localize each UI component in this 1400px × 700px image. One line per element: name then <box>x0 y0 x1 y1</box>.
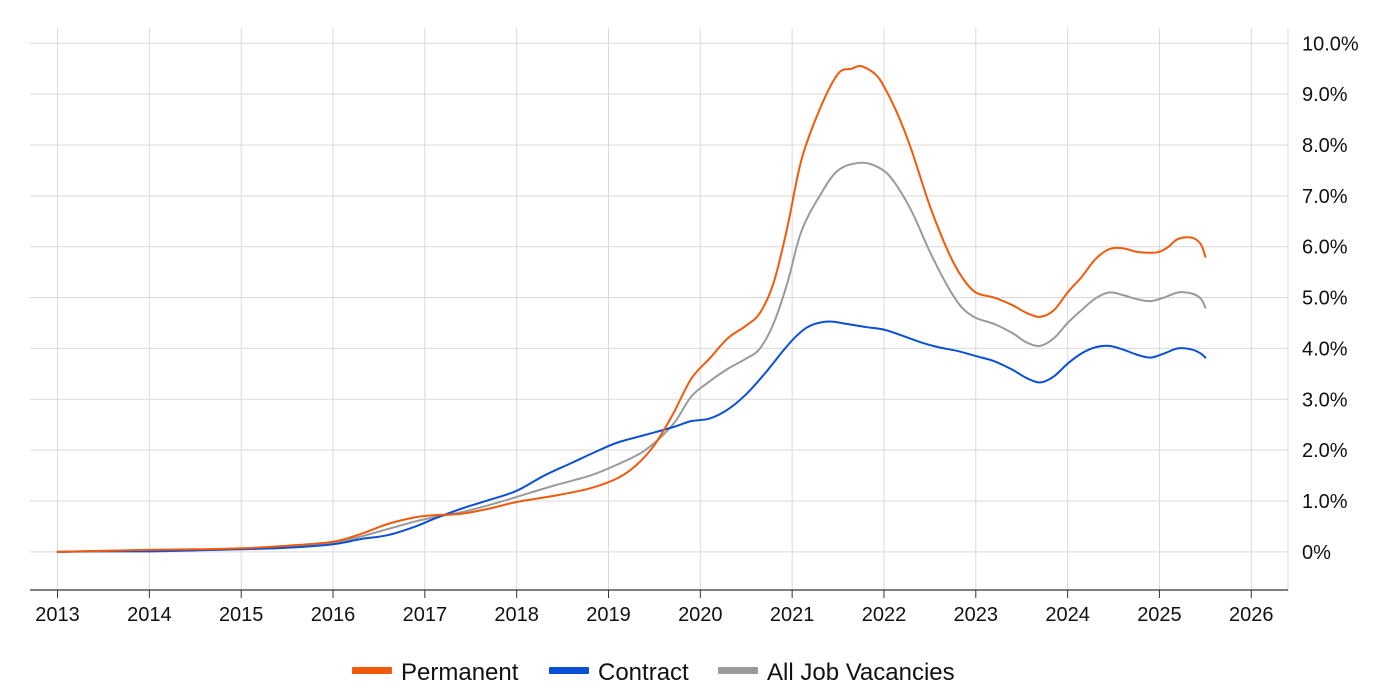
x-tick-label: 2024 <box>1045 604 1090 626</box>
grid-layer <box>30 28 1289 590</box>
x-tick-label: 2013 <box>35 604 80 626</box>
legend-swatch <box>718 667 758 674</box>
y-tick-label: 2.0% <box>1302 440 1348 462</box>
x-tick-label: 2018 <box>494 604 539 626</box>
series-line-all-job-vacancies <box>56 161 1207 553</box>
legend-item-contract[interactable]: Contract <box>549 659 689 686</box>
legend-swatch <box>549 667 589 674</box>
x-tick-label: 2020 <box>678 604 723 626</box>
y-tick-label: 8.0% <box>1302 135 1348 157</box>
x-tick-label: 2023 <box>954 604 999 626</box>
y-tick-label: 1.0% <box>1302 491 1348 513</box>
x-tick-label: 2014 <box>127 604 172 626</box>
y-tick-label: 0% <box>1302 542 1331 564</box>
y-tick-label: 7.0% <box>1302 186 1348 208</box>
x-tick-label: 2015 <box>219 604 264 626</box>
series-line-permanent <box>56 64 1207 553</box>
x-tick-label: 2022 <box>862 604 907 626</box>
x-tick-label: 2021 <box>770 604 815 626</box>
legend-label: Contract <box>598 659 689 686</box>
legend-item-all-job-vacancies[interactable]: All Job Vacancies <box>718 659 955 686</box>
legend[interactable]: Permanent Contract All Job Vacancies <box>352 659 955 686</box>
y-tick-label: 5.0% <box>1302 288 1348 310</box>
axis-layer: 0% 1.0% 2.0% 3.0% 4.0% 5.0% 6.0% 7.0% 8.0% 9.0% 10… <box>30 33 1359 626</box>
x-tick-label: 2019 <box>586 604 631 626</box>
legend-label: All Job Vacancies <box>767 659 955 686</box>
legend-item-permanent[interactable]: Permanent <box>352 659 519 686</box>
x-tick-label: 2025 <box>1137 604 1182 626</box>
y-tick-label: 10.0% <box>1302 33 1359 55</box>
x-tick-label: 2026 <box>1229 604 1274 626</box>
y-tick-label: 6.0% <box>1302 237 1348 259</box>
y-tick-label: 9.0% <box>1302 84 1348 106</box>
x-tick-label: 2017 <box>403 604 448 626</box>
y-tick-label: 3.0% <box>1302 389 1348 411</box>
series-layer <box>56 64 1207 553</box>
series-line-contract <box>56 320 1207 553</box>
y-tick-label: 4.0% <box>1302 338 1348 360</box>
legend-label: Permanent <box>401 659 519 686</box>
x-tick-label: 2016 <box>311 604 356 626</box>
legend-swatch <box>352 667 392 674</box>
